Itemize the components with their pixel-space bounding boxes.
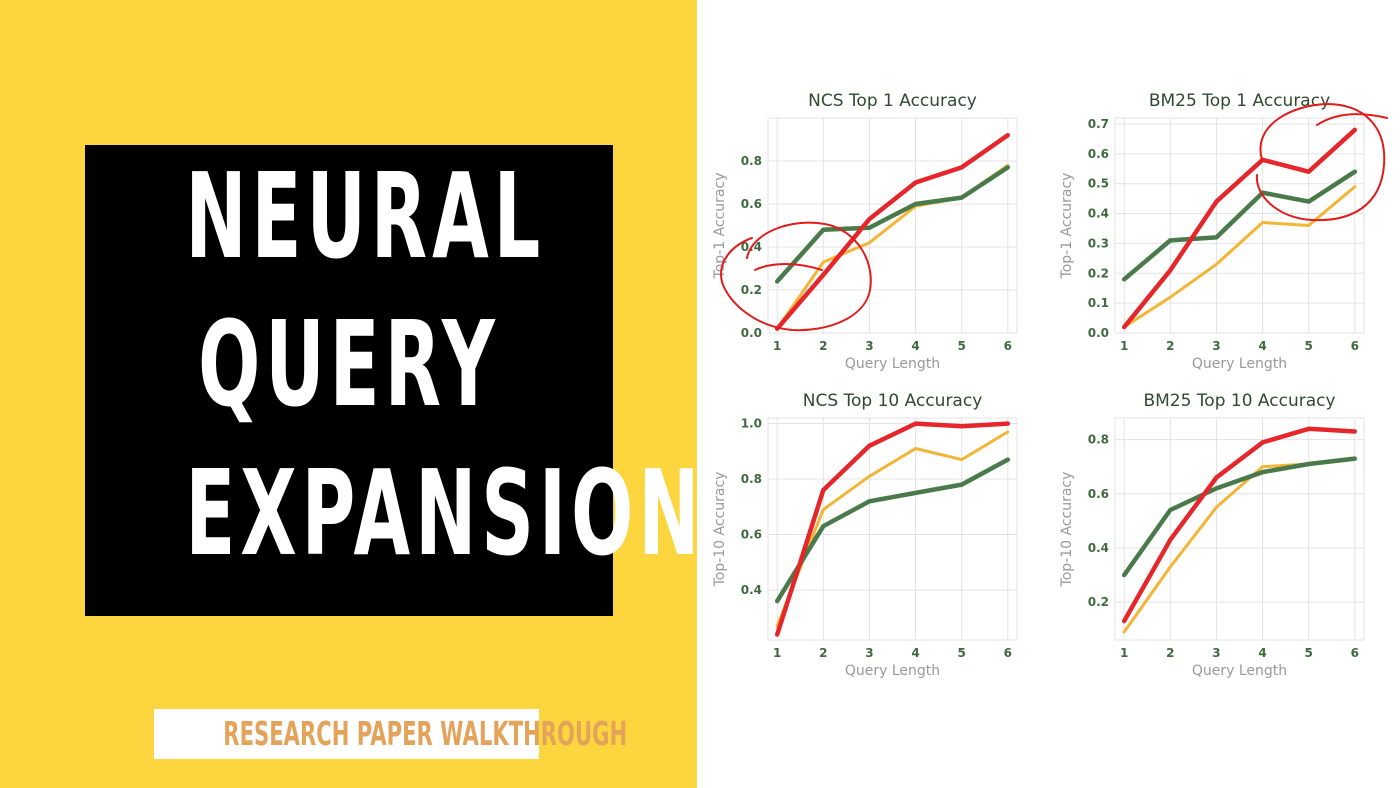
y-tick-label: 0.8 (741, 472, 762, 486)
chart-4: 1 2 3 4 5 6 0.2 0.4 0.6 0.8 BM25 Top 10 Accuracy Qu… (1059, 391, 1365, 679)
series-line (774, 457, 1011, 604)
title-line-2: QUERY (198, 295, 500, 433)
series-line (774, 421, 1011, 637)
y-axis-label: Top-1 Accuracy (712, 173, 728, 280)
y-tick-label: 0.4 (741, 583, 762, 597)
chart-title: BM25 Top 1 Accuracy (1149, 91, 1330, 111)
x-tick-label: 3 (865, 646, 873, 660)
charts-panel: 1 2 3 4 5 6 0.0 0.2 0.4 0.6 0.8 NCS Top 1 Accuracy Q… (712, 91, 1388, 679)
x-axis-label: Query Length (1192, 356, 1287, 372)
x-tick-label: 3 (865, 339, 873, 353)
series-line (1121, 127, 1358, 330)
chart-title: BM25 Top 10 Accuracy (1143, 391, 1335, 411)
x-tick-label: 5 (1304, 646, 1312, 660)
x-tick-label: 4 (1258, 646, 1266, 660)
x-tick-label: 5 (957, 339, 965, 353)
x-axis-label: Query Length (1192, 663, 1287, 679)
x-tick-label: 4 (911, 339, 919, 353)
x-tick-label: 6 (1004, 339, 1012, 353)
x-tick-label: 1 (773, 339, 781, 353)
y-tick-label: 0.7 (1088, 117, 1109, 131)
y-axis-label: Top-10 Accuracy (712, 472, 728, 588)
annotation-stroke (754, 263, 823, 271)
x-tick-label: 1 (1120, 339, 1128, 353)
series-line (1122, 185, 1357, 329)
y-tick-label: 0.1 (1088, 296, 1109, 310)
x-tick-label: 2 (1166, 646, 1174, 660)
plot-frame (767, 417, 1018, 641)
y-tick-label: 0.0 (1088, 326, 1109, 340)
chart-2: 1 2 3 4 5 6 0.0 0.1 0.2 0.3 0.4 0.5 0.6 0.7 BM25 Top 1… (1059, 91, 1365, 372)
series-line (774, 132, 1011, 331)
plot-frame (1114, 117, 1365, 334)
walkthrough-tag-label: RESEARCH PAPER WALKTHROUGH (223, 714, 628, 753)
x-tick-label: 6 (1351, 339, 1359, 353)
walkthrough-tag: RESEARCH PAPER WALKTHROUGH (154, 709, 628, 759)
plot-frame (1114, 417, 1365, 641)
chart-title: NCS Top 1 Accuracy (808, 91, 977, 111)
x-tick-label: 2 (819, 339, 827, 353)
y-tick-label: 0.6 (1088, 487, 1109, 501)
cover-panel: NEURAL QUERY EXPANSION RESEARCH PAPER WA… (0, 0, 705, 788)
y-tick-label: 0.6 (1088, 147, 1109, 161)
series-line (1121, 456, 1358, 578)
y-tick-label: 0.8 (741, 154, 762, 168)
x-tick-label: 4 (1258, 339, 1266, 353)
x-tick-label: 1 (1120, 646, 1128, 660)
x-tick-label: 3 (1212, 646, 1220, 660)
x-axis-label: Query Length (845, 663, 940, 679)
series-line (774, 165, 1011, 284)
annotation-stroke (1255, 102, 1386, 222)
annotation-circle-ncs-top1 (720, 221, 872, 332)
series-line (1121, 169, 1358, 282)
annotation-stroke (1316, 113, 1388, 126)
y-tick-label: 0.8 (1088, 433, 1109, 447)
series-line (1121, 426, 1358, 624)
y-axis-label: Top-10 Accuracy (1059, 472, 1075, 588)
x-tick-label: 6 (1351, 646, 1359, 660)
y-axis-label: Top-1 Accuracy (1059, 173, 1075, 280)
series-line (775, 430, 1010, 628)
title-line-1: NEURAL (185, 147, 546, 285)
x-tick-label: 6 (1004, 646, 1012, 660)
y-tick-label: 0.6 (741, 197, 762, 211)
y-tick-label: 0.2 (1088, 595, 1109, 609)
annotation-stroke (720, 221, 872, 332)
title-box: NEURAL QUERY EXPANSION (85, 145, 705, 616)
x-axis-label: Query Length (845, 356, 940, 372)
title-line-3: EXPANSION (185, 444, 705, 582)
y-tick-label: 0.6 (741, 528, 762, 542)
x-tick-label: 1 (773, 646, 781, 660)
y-tick-label: 0.4 (1088, 541, 1109, 555)
x-tick-label: 3 (1212, 339, 1220, 353)
x-tick-label: 2 (1166, 339, 1174, 353)
y-tick-label: 0.2 (1088, 266, 1109, 280)
chart-3: 1 2 3 4 5 6 0.4 0.6 0.8 1.0 NCS Top 10 Accuracy Que… (712, 391, 1018, 679)
chart-title: NCS Top 10 Accuracy (803, 391, 983, 411)
y-tick-label: 0.2 (741, 283, 762, 297)
y-tick-label: 0.5 (1088, 177, 1109, 191)
y-tick-label: 0.4 (1088, 207, 1109, 221)
y-tick-label: 0.0 (741, 326, 762, 340)
y-tick-label: 1.0 (741, 417, 762, 431)
x-tick-label: 4 (911, 646, 919, 660)
x-tick-label: 5 (1304, 339, 1312, 353)
annotation-circle-bm25-top1 (1255, 102, 1388, 222)
x-tick-label: 2 (819, 646, 827, 660)
x-tick-label: 5 (957, 646, 965, 660)
y-tick-label: 0.3 (1088, 236, 1109, 250)
